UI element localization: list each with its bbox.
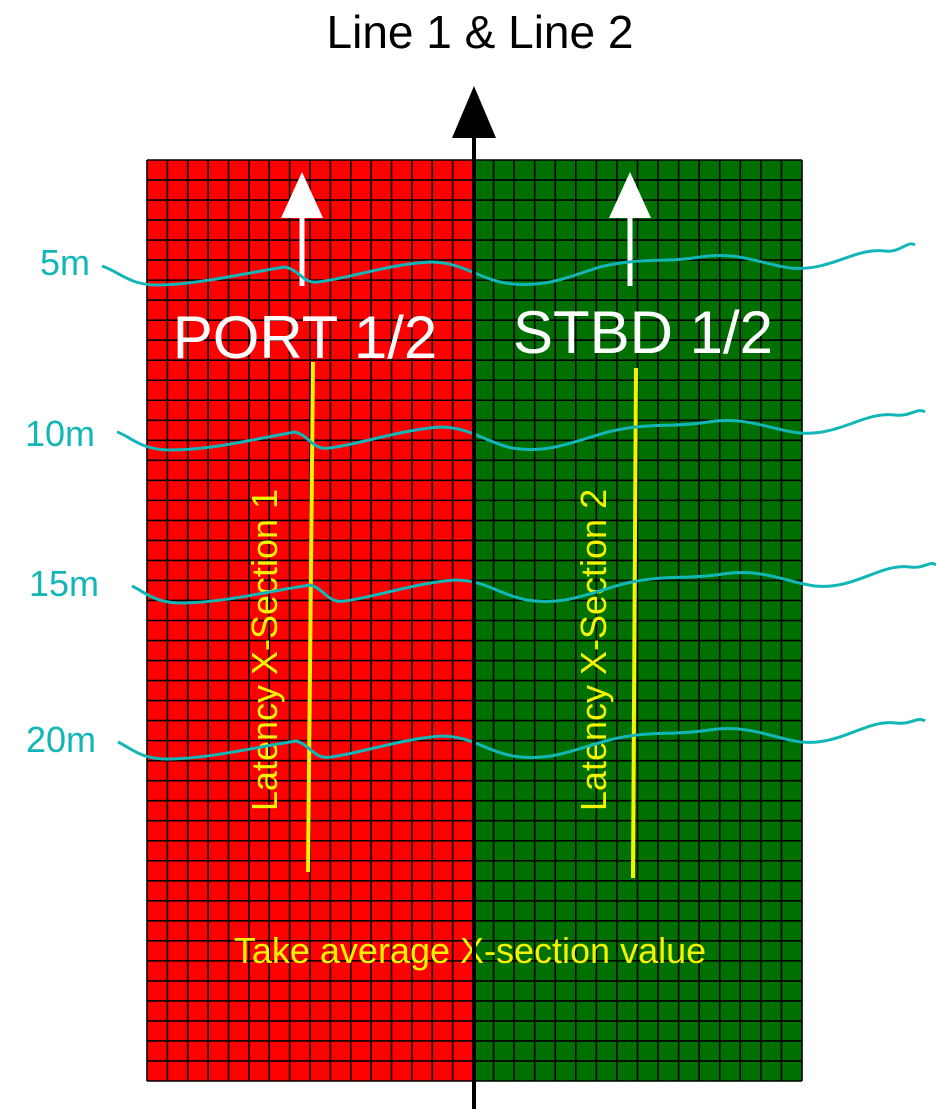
depth-contours bbox=[101, 242, 936, 761]
depth-label-20m: 20m bbox=[26, 719, 96, 760]
stbd-up-arrow bbox=[609, 172, 651, 286]
depth-label-15m: 15m bbox=[29, 563, 99, 604]
port-up-arrow bbox=[281, 172, 323, 286]
stbd-latency-label: Latency X-Section 2 bbox=[573, 489, 614, 811]
stbd-label: STBD 1/2 bbox=[513, 299, 773, 366]
center-line bbox=[452, 86, 496, 1109]
center-arrow-head bbox=[452, 86, 496, 138]
average-note: Take average X-section value bbox=[234, 930, 706, 971]
port-arrow-head bbox=[281, 172, 323, 218]
port-half bbox=[146, 159, 474, 1082]
stbd-latency-line bbox=[631, 367, 638, 879]
depth-contour-10m bbox=[116, 409, 926, 452]
depth-contour-15m bbox=[131, 561, 936, 605]
port-latency-label: Latency X-Section 1 bbox=[244, 489, 285, 811]
port-label: PORT 1/2 bbox=[173, 304, 438, 371]
stbd-half bbox=[472, 159, 803, 1082]
depth-label-10m: 10m bbox=[25, 413, 95, 454]
depth-contour-20m bbox=[117, 717, 926, 761]
depth-contour-5m bbox=[101, 242, 916, 287]
port-latency-line bbox=[306, 361, 315, 873]
depth-label-5m: 5m bbox=[40, 242, 90, 283]
diagram-title: Line 1 & Line 2 bbox=[327, 6, 634, 58]
stbd-arrow-head bbox=[609, 172, 651, 218]
port-grid bbox=[146, 159, 474, 1082]
